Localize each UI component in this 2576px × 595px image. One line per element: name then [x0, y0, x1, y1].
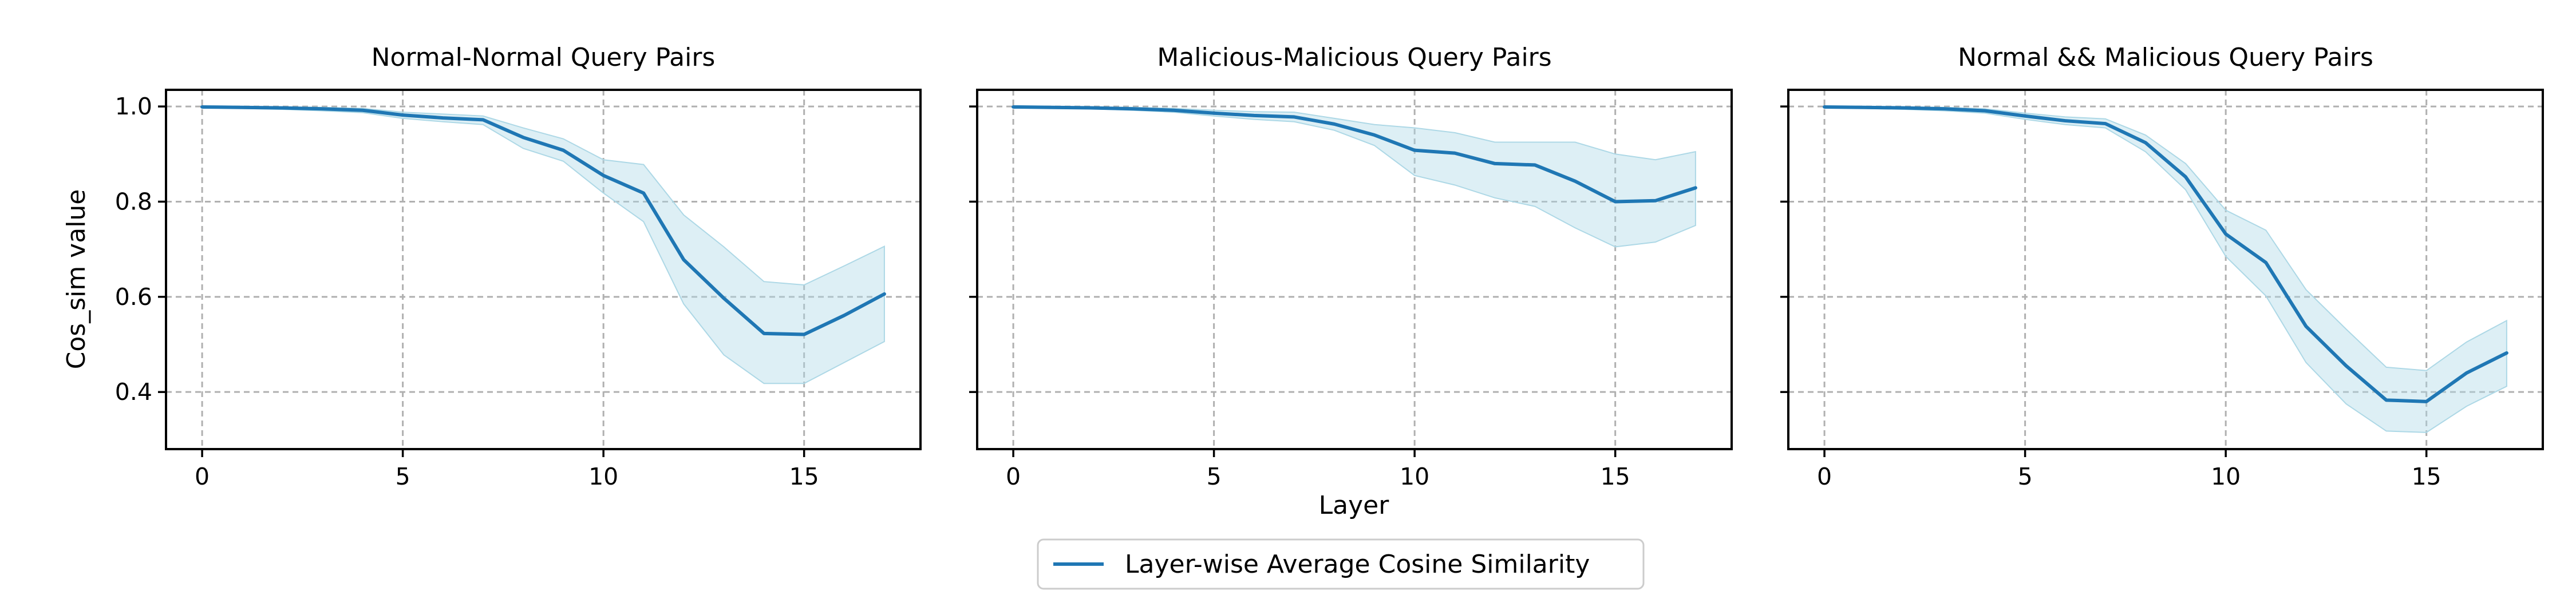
legend: Layer-wise Average Cosine Similarity	[1037, 538, 1645, 590]
x-tick-label: 15	[1601, 463, 1630, 490]
panel-title: Malicious-Malicious Query Pairs	[1157, 43, 1551, 72]
x-tick-label: 10	[2211, 463, 2241, 490]
y-axis-label: Cos_sim value	[62, 189, 91, 370]
series-line	[200, 105, 886, 336]
confidence-band	[202, 106, 885, 384]
x-tick-label: 5	[1207, 463, 1222, 490]
plot-frame	[976, 89, 1733, 450]
x-tick-label: 10	[1400, 463, 1429, 490]
x-tick-label: 5	[2018, 463, 2033, 490]
plot-frame	[165, 89, 922, 450]
x-tick-label: 0	[1817, 463, 1832, 490]
plot-frame	[1787, 89, 2544, 450]
x-tick-label: 0	[195, 463, 210, 490]
panel-1: 0 5 10 15 0.4 0.6 0.8 1.0 Normal-Normal Query Pa…	[115, 43, 922, 490]
series-line	[1012, 105, 1697, 204]
panel-title: Normal-Normal Query Pairs	[372, 43, 716, 72]
panel-2: 0 5 10 15 Malicious-Malicious Query Pairs	[969, 43, 1733, 490]
y-tick-label: 0.8	[115, 188, 152, 215]
panel-title: Normal && Malicious Query Pairs	[1958, 43, 2373, 72]
confidence-band	[1013, 106, 1696, 248]
panel-3: 0 5 10 15 Normal && Malicious Query Pairs	[1780, 43, 2544, 490]
x-tick-label: 15	[789, 463, 819, 490]
x-tick-label: 15	[2412, 463, 2441, 490]
series-line	[1823, 105, 2508, 403]
confidence-band	[1824, 106, 2507, 433]
x-axis-label: Layer	[1319, 491, 1390, 520]
x-tick-label: 0	[1006, 463, 1021, 490]
y-tick-label: 0.4	[115, 378, 152, 406]
x-tick-label: 10	[588, 463, 618, 490]
legend-frame	[1037, 538, 1645, 590]
y-tick-label: 1.0	[115, 93, 152, 120]
legend-label: Layer-wise Average Cosine Similarity	[1125, 550, 1590, 579]
y-tick-label: 0.6	[115, 283, 152, 311]
x-tick-label: 5	[396, 463, 410, 490]
